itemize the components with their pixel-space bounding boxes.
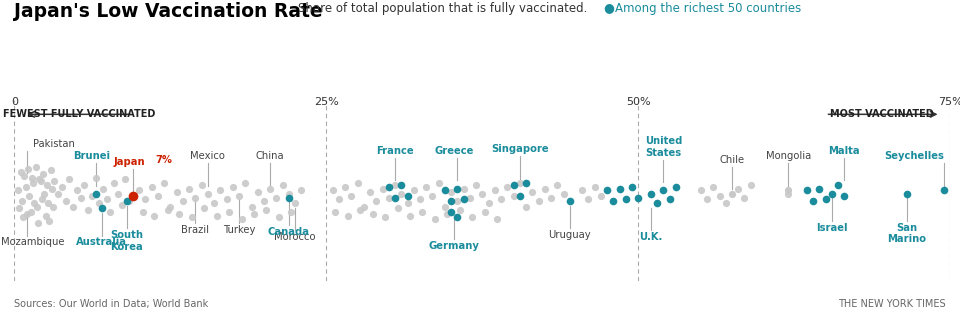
Text: FEWEST FULLY VACCINATED: FEWEST FULLY VACCINATED [3,109,156,119]
Text: Brunei: Brunei [73,151,110,161]
Text: THE NEW YORK TIMES: THE NEW YORK TIMES [838,299,946,309]
Text: United
States: United States [645,136,682,158]
Text: 25%: 25% [314,97,339,107]
Text: Seychelles: Seychelles [884,151,944,161]
Text: 0: 0 [11,97,18,107]
Text: ●: ● [603,1,613,14]
Text: Chile: Chile [719,155,745,165]
Text: 50%: 50% [626,97,651,107]
Text: Mozambique: Mozambique [1,237,65,247]
Text: MOST VACCINATED: MOST VACCINATED [829,109,934,119]
Text: Canada: Canada [268,227,310,236]
Text: Turkey: Turkey [223,225,255,235]
Text: 7%: 7% [156,155,173,165]
Text: Sources: Our World in Data; World Bank: Sources: Our World in Data; World Bank [14,299,208,309]
Text: Brazil: Brazil [181,225,209,235]
Text: Germany: Germany [428,241,479,251]
Text: France: France [376,146,414,156]
Text: China: China [256,151,284,161]
Text: South
Korea: South Korea [110,230,143,252]
Text: San
Marino: San Marino [887,223,926,245]
Text: U.K.: U.K. [639,232,662,242]
Text: Australia: Australia [76,237,128,247]
Text: Share of total population that is fully vaccinated.: Share of total population that is fully … [298,2,587,15]
Text: Greece: Greece [434,146,473,156]
Text: Uruguay: Uruguay [548,230,591,240]
Text: Singapore: Singapore [491,144,549,154]
Text: 75%: 75% [938,97,960,107]
Text: Malta: Malta [828,146,860,156]
Text: Mexico: Mexico [190,151,226,161]
Text: Among the richest 50 countries: Among the richest 50 countries [615,2,802,15]
Text: Israel: Israel [816,223,848,233]
Text: Mongolia: Mongolia [765,151,811,161]
Text: Pakistan: Pakistan [33,139,75,149]
Text: Japan: Japan [113,157,145,167]
Text: Japan's Low Vaccination Rate: Japan's Low Vaccination Rate [14,2,323,21]
Text: Morocco: Morocco [275,232,316,242]
